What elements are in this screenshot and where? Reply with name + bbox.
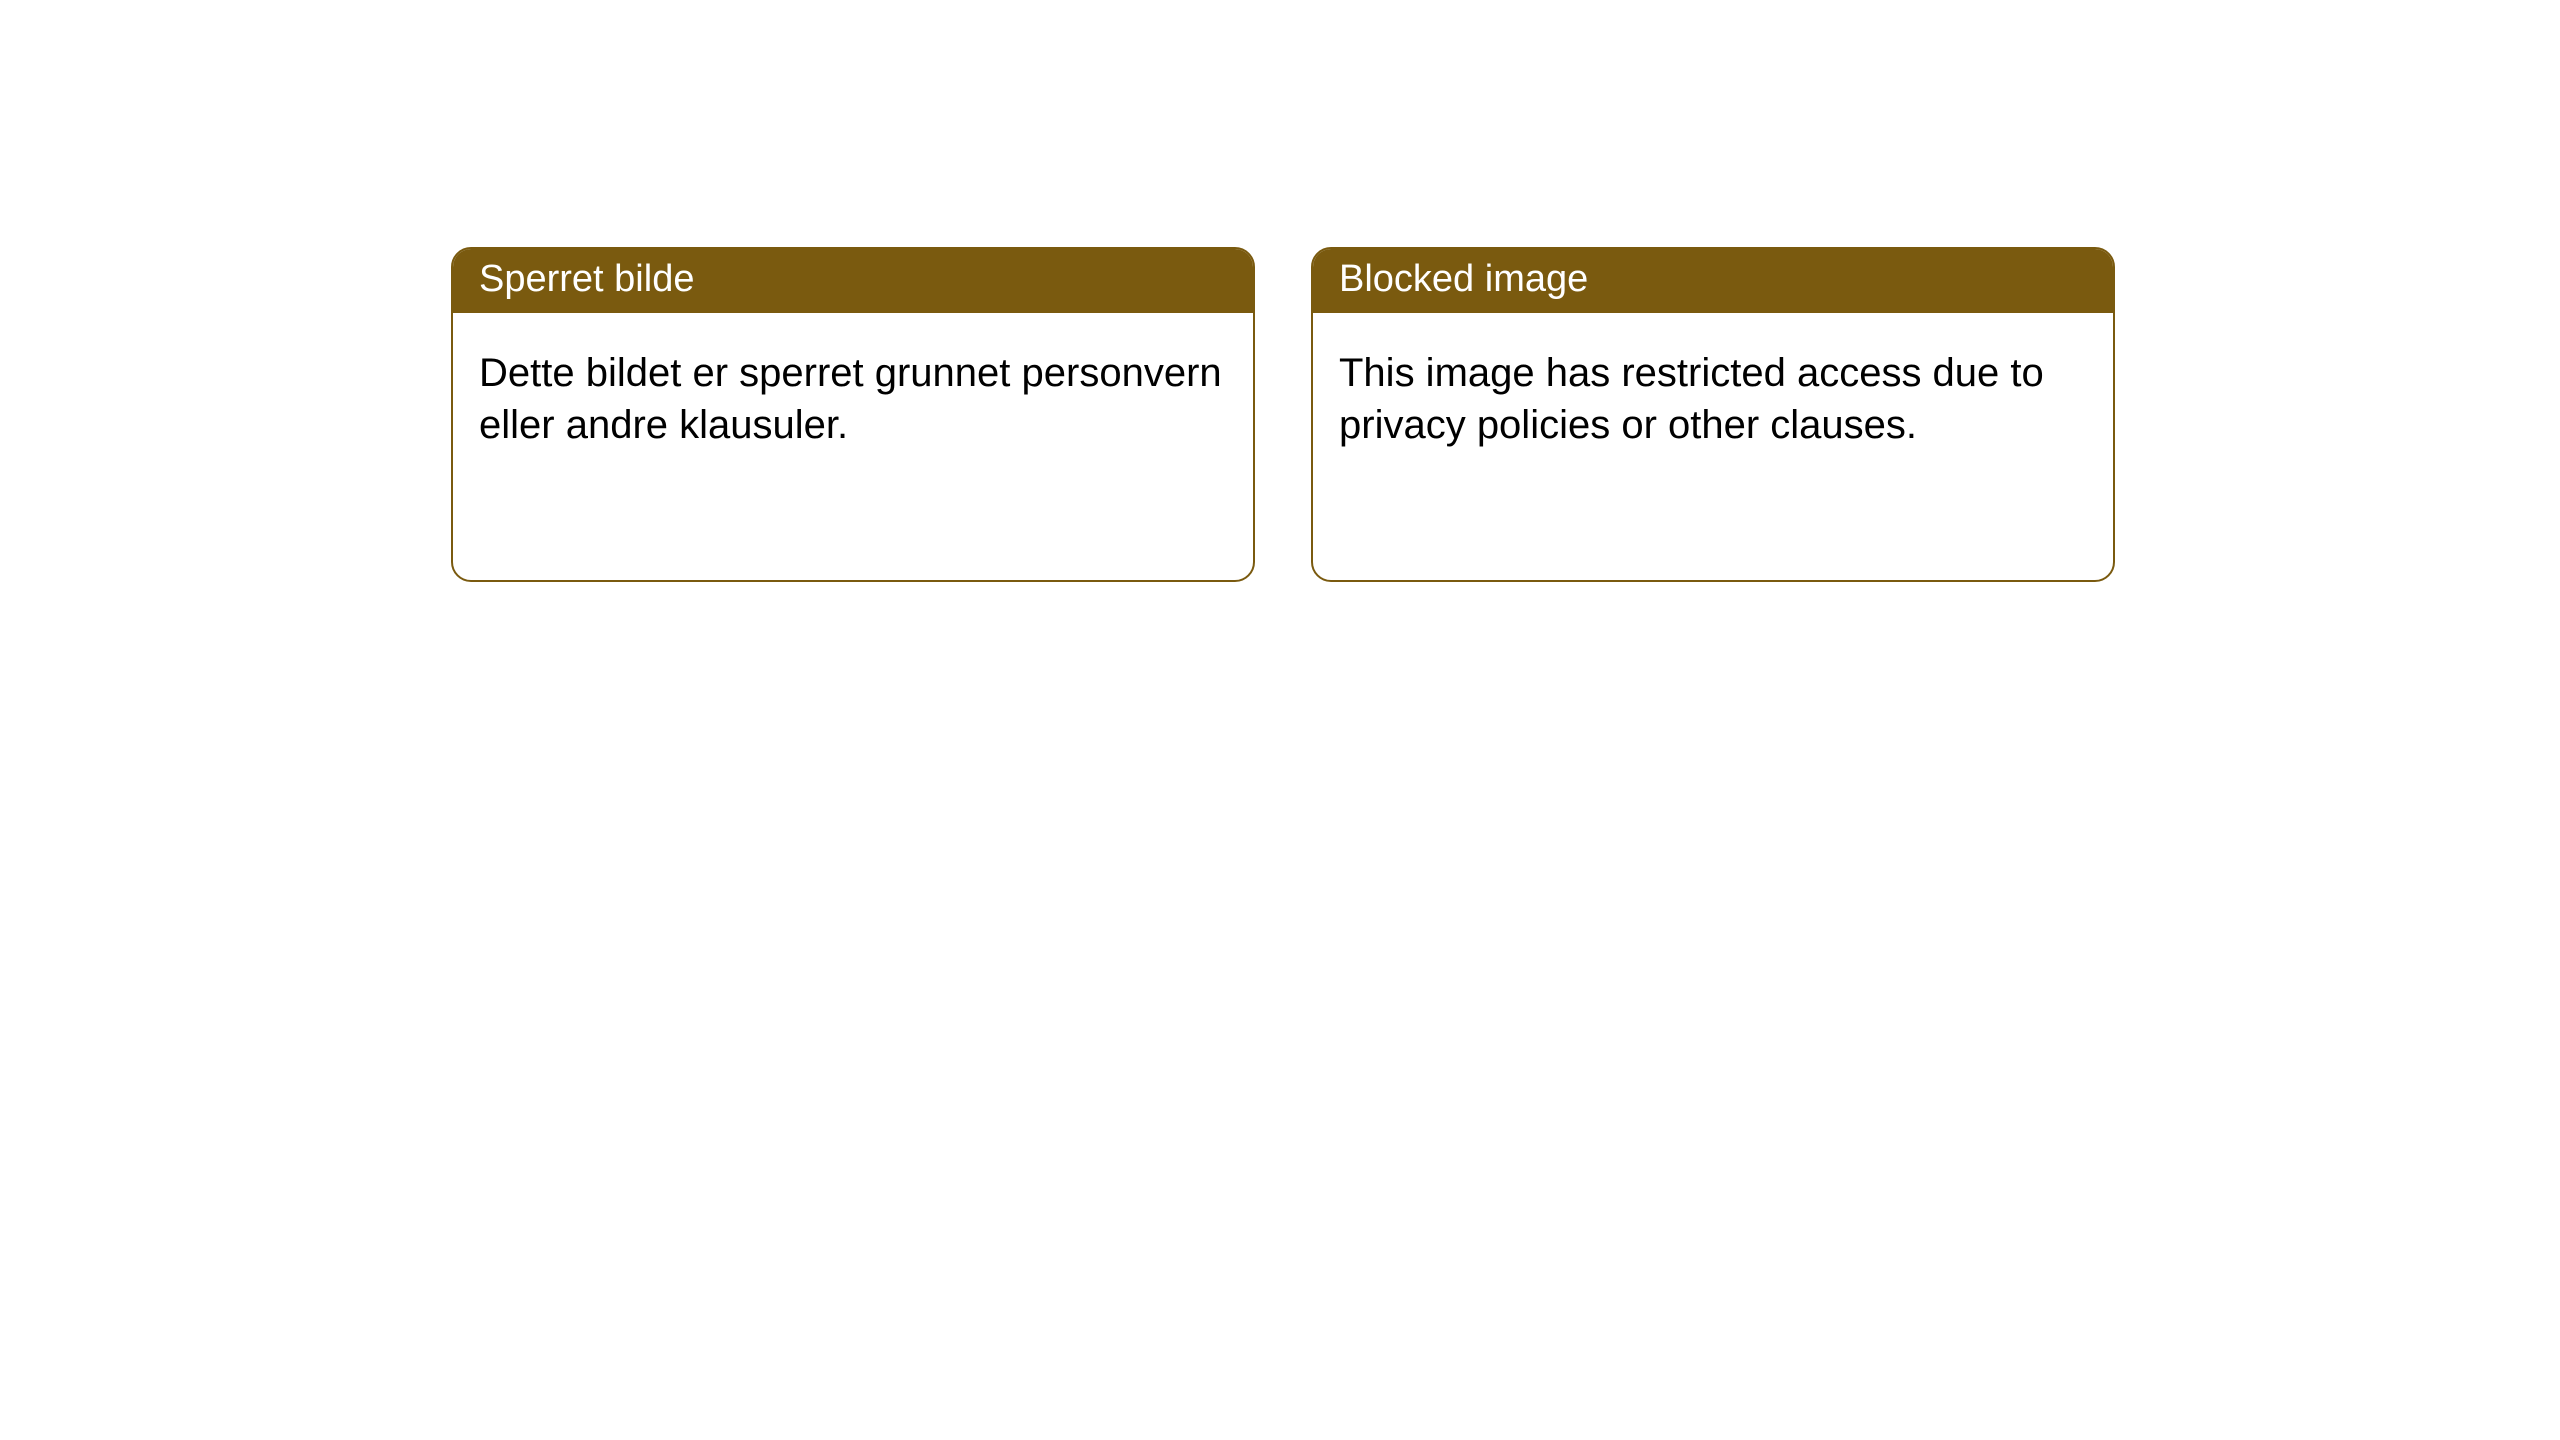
card-body-text: This image has restricted access due to … bbox=[1313, 313, 2113, 485]
card-body-text: Dette bildet er sperret grunnet personve… bbox=[453, 313, 1253, 485]
notice-card-norwegian: Sperret bilde Dette bildet er sperret gr… bbox=[451, 247, 1255, 582]
notice-container: Sperret bilde Dette bildet er sperret gr… bbox=[451, 247, 2115, 582]
card-title: Sperret bilde bbox=[453, 249, 1253, 313]
card-title: Blocked image bbox=[1313, 249, 2113, 313]
notice-card-english: Blocked image This image has restricted … bbox=[1311, 247, 2115, 582]
